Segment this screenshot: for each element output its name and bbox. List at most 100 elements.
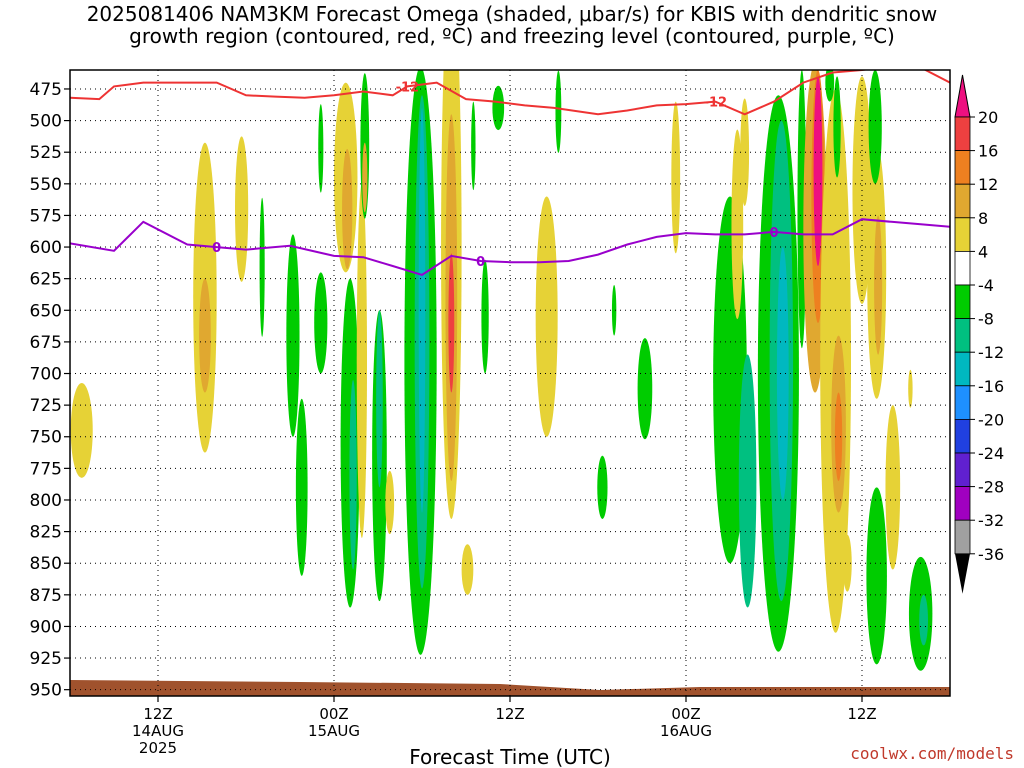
y-tick-label-775: 775 [30, 459, 62, 479]
omega-cell-18 [385, 470, 395, 535]
colorbar-label-13: -36 [978, 545, 1004, 564]
colorbar-label-3: 8 [978, 209, 988, 228]
omega-cell-29 [535, 196, 558, 437]
omega-cell-54 [874, 215, 883, 355]
omega-cell-13 [356, 183, 367, 538]
x-tick-label-42-1: 16AUG [660, 722, 712, 740]
y-tick-label-575: 575 [30, 206, 62, 226]
colorbar-label-12: -32 [978, 511, 1004, 530]
colorbar-band-12 [954, 519, 971, 555]
y-tick-label-800: 800 [30, 491, 62, 511]
omega-cell-30 [555, 70, 562, 153]
colorbar-top-arrow [954, 74, 971, 118]
freezing-level-label-b: 0 [476, 255, 485, 270]
credit-text: coolwx.com/models [850, 744, 1014, 763]
omega-cell-32 [611, 284, 617, 336]
omega-cell-17 [376, 310, 383, 488]
omega-cell-60 [908, 369, 913, 408]
x-tick-label-6-1: 14AUG [132, 722, 184, 740]
colorbar-band-0 [954, 116, 971, 151]
dgz-minus12-label-b: -12 [704, 96, 728, 111]
freezing-level-label-c: 0 [769, 226, 778, 241]
colorbar-label-1: 16 [978, 142, 998, 161]
omega-cell-10 [342, 149, 353, 270]
x-tick-label-18-0: 00Z [319, 705, 348, 723]
colorbar: 20 16 12 8 4 -4 -8 -12 -16 -20 -24 -28 -32 -36 [954, 74, 1004, 594]
y-tick-label-550: 550 [30, 175, 62, 195]
y-tick-label-525: 525 [30, 143, 62, 163]
colorbar-label-6: -8 [978, 310, 994, 329]
omega-cell-50 [833, 76, 841, 178]
x-axis-title: Forecast Time (UTC) [409, 745, 611, 768]
omega-shading [70, 70, 933, 671]
gridlines [70, 70, 950, 696]
y-tick-label-950: 950 [30, 681, 62, 701]
omega-cell-38 [740, 98, 750, 206]
colorbar-band-2 [954, 183, 971, 219]
omega-cell-3 [235, 136, 249, 282]
y-tick-label-650: 650 [30, 301, 62, 321]
omega-cell-56 [866, 487, 887, 665]
omega-cell-37 [731, 129, 744, 320]
colorbar-band-10 [954, 452, 971, 487]
omega-cell-8 [318, 104, 324, 193]
y-tick-label-900: 900 [30, 617, 62, 637]
colorbar-band-1 [954, 150, 971, 185]
colorbar-label-8: -16 [978, 377, 1004, 396]
colorbar-band-11 [954, 486, 971, 521]
x-tick-label-30-0: 12Z [495, 705, 524, 723]
colorbar-bottom-arrow [955, 553, 970, 594]
omega-cell-5 [286, 234, 300, 437]
colorbar-band-5 [954, 284, 971, 319]
x-tick-label-6-2: 2025 [139, 739, 177, 757]
colorbar-band-6 [954, 318, 971, 353]
freezing-level-label-a: 0 [212, 241, 221, 256]
dgz-minus12-line [70, 70, 950, 116]
y-tick-label-675: 675 [30, 333, 62, 353]
omega-cell-48 [834, 392, 843, 482]
omega-cell-33 [637, 338, 653, 440]
omega-cell-25 [471, 101, 476, 191]
omega-cell-2 [199, 278, 211, 393]
y-tick-label-850: 850 [30, 554, 62, 574]
omega-cell-28 [492, 85, 505, 131]
omega-cell-24 [448, 253, 455, 393]
omega-cell-27 [481, 259, 489, 374]
colorbar-band-3 [954, 217, 971, 252]
omega-cell-55 [868, 70, 882, 184]
contour-lines [70, 70, 950, 276]
y-tick-label-875: 875 [30, 586, 62, 606]
colorbar-label-7: -12 [978, 343, 1004, 362]
contour-labels: 0 0 0 -12 -12 [212, 80, 778, 270]
y-tick-label-475: 475 [30, 80, 62, 100]
omega-cell-12 [349, 379, 357, 570]
y-tick-label-600: 600 [30, 238, 62, 258]
y-tick-label-700: 700 [30, 365, 62, 385]
colorbar-label-2: 12 [978, 175, 998, 194]
colorbar-label-9: -20 [978, 410, 1004, 429]
terrain-surface [70, 680, 950, 696]
omega-cell-45 [813, 76, 823, 267]
omega-cell-49 [825, 70, 835, 102]
y-tick-label-725: 725 [30, 396, 62, 416]
omega-cell-51 [842, 534, 852, 592]
omega-cell-41 [776, 247, 789, 500]
chart-title-line2: growth region (contoured, red, ºC) and f… [129, 24, 895, 48]
colorbar-label-0: 20 [978, 108, 998, 127]
omega-cell-31 [597, 455, 608, 519]
omega-cell-34 [671, 101, 681, 254]
colorbar-label-11: -28 [978, 478, 1004, 497]
omega-cell-59 [919, 594, 928, 646]
chart-title-line1: 2025081406 NAM3KM Forecast Omega (shaded… [86, 2, 938, 26]
x-tick-label-18-1: 15AUG [308, 722, 360, 740]
omega-cell-6 [295, 398, 308, 576]
colorbar-label-5: -4 [978, 276, 994, 295]
terrain-fill [70, 680, 950, 696]
y-axis: 475 500 525 550 575 600 625 650 675 700 725 750 775 8… [30, 80, 70, 701]
y-tick-label-825: 825 [30, 523, 62, 543]
colorbar-band-4 [954, 250, 971, 286]
x-tick-label-54-0: 12Z [847, 705, 876, 723]
